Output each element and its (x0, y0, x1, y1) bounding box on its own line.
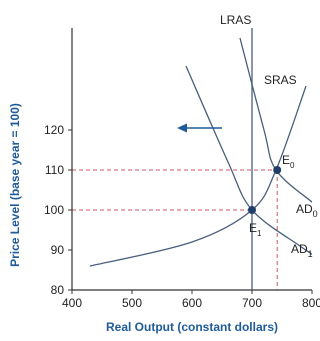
x-tick-label: 800 (302, 296, 320, 310)
e1-point (248, 206, 256, 214)
e1-label: E1 (249, 221, 262, 238)
axes (71, 28, 312, 291)
guide-layer (72, 169, 278, 290)
lras-label: LRAS (220, 13, 251, 27)
e1-label-main: E (249, 221, 257, 235)
y-axis-title: Price Level (base year = 100) (8, 103, 22, 267)
shift-arrow (177, 123, 222, 133)
y-tick-label: 100 (44, 203, 64, 217)
shift-arrow-head (177, 123, 187, 133)
equilibrium-points (248, 166, 282, 214)
ad1-label-main: AD (291, 242, 308, 256)
y-tick-label: 120 (44, 123, 64, 137)
y-tick-label: 80 (51, 283, 65, 297)
ad0-label-main: AD (296, 202, 313, 216)
x-tick-label: 500 (122, 296, 142, 310)
x-tick-label: 400 (62, 296, 82, 310)
y-tick-label: 110 (45, 163, 64, 177)
e0-label-main: E (282, 153, 290, 167)
x-tick-label: 600 (182, 296, 202, 310)
curve-labels: LRAS SRAS AD0 AD1 E0 E1 (220, 13, 318, 259)
ad1-label-sub: 1 (308, 249, 313, 259)
x-axis-title: Real Output (constant dollars) (106, 320, 278, 334)
e0-label-sub: 0 (290, 161, 295, 170)
x-tick-label: 700 (242, 296, 262, 310)
sras-label: SRAS (264, 73, 297, 87)
ad0-label: AD0 (296, 202, 318, 219)
ad1-label: AD1 (291, 242, 313, 259)
e0-label: E0 (282, 153, 295, 170)
e1-label-sub: 1 (257, 229, 262, 238)
sras-curve (89, 85, 307, 267)
e0-point (273, 166, 282, 174)
y-tick-label: 90 (51, 243, 65, 257)
ad0-label-sub: 0 (313, 209, 318, 219)
